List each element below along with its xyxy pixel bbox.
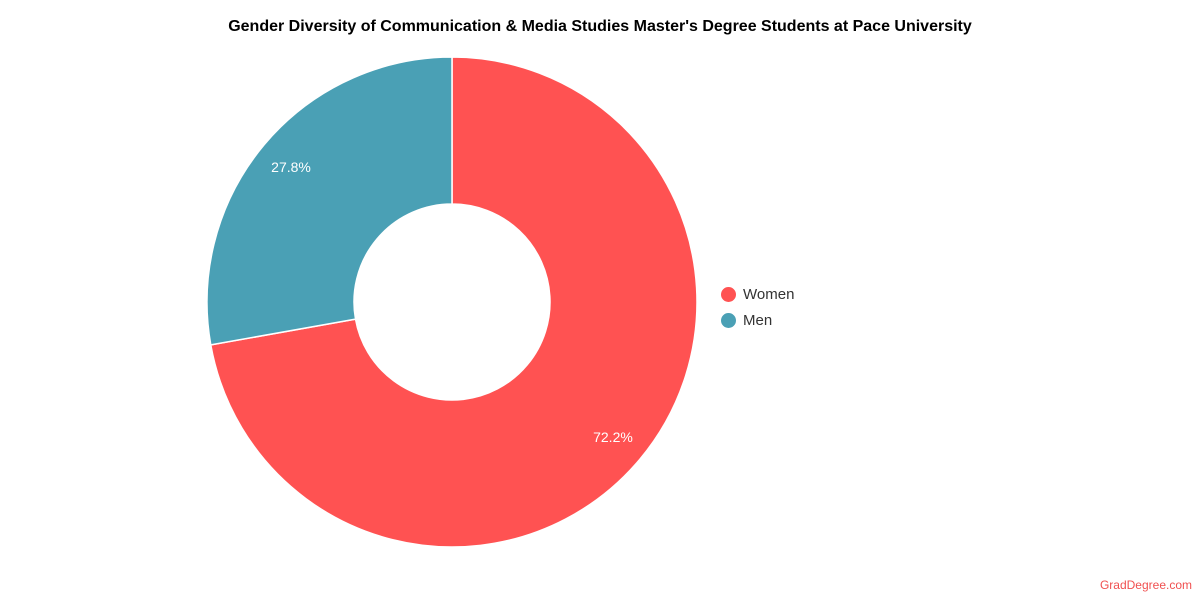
legend-swatch-women <box>721 286 736 302</box>
data-label-women: 72.2% <box>593 429 633 445</box>
legend-label-women: Women <box>743 285 795 303</box>
legend-item-women[interactable]: Women <box>721 281 794 307</box>
credit-link[interactable]: GradDegree.com <box>1099 578 1192 592</box>
chart-title: Gender Diversity of Communication & Medi… <box>228 18 972 35</box>
legend: Women Men <box>721 281 794 333</box>
data-label-men: 27.8% <box>271 159 311 175</box>
slice-men[interactable] <box>206 56 453 346</box>
slice-women[interactable] <box>209 56 698 548</box>
legend-item-men[interactable]: Men <box>721 307 794 333</box>
legend-swatch-men <box>721 312 736 328</box>
legend-label-men: Men <box>743 311 773 329</box>
